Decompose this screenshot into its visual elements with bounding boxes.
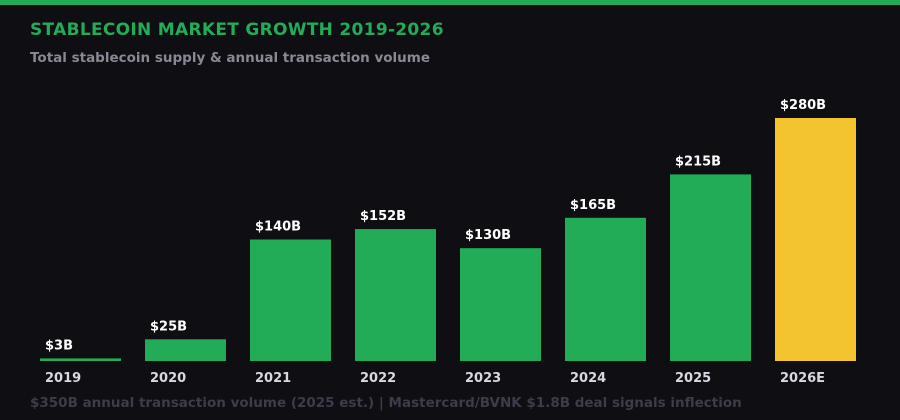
x-tick-label: 2021 [255, 371, 291, 386]
bar-2023 [460, 248, 541, 361]
data-label: $280B [780, 98, 826, 113]
top-accent-bar [0, 0, 900, 5]
x-tick-label: 2023 [465, 371, 501, 386]
data-label: $130B [465, 228, 511, 243]
x-tick-label: 2019 [45, 371, 81, 386]
x-tick-label: 2025 [675, 371, 711, 386]
x-tick-label: 2024 [570, 371, 606, 386]
bar-2026E [775, 118, 856, 361]
x-tick-label: 2022 [360, 371, 396, 386]
x-tick-label: 2020 [150, 371, 186, 386]
data-label: $25B [150, 319, 187, 334]
data-label: $140B [255, 220, 301, 235]
data-label: $165B [570, 198, 616, 213]
chart-subtitle: Total stablecoin supply & annual transac… [30, 50, 430, 66]
bar-2020 [145, 339, 226, 361]
bar-2021 [250, 239, 331, 361]
x-tick-label: 2026E [780, 371, 825, 386]
chart-title: STABLECOIN MARKET GROWTH 2019-2026 [30, 20, 444, 40]
data-label: $215B [675, 154, 721, 169]
data-label: $3B [45, 338, 73, 353]
bar-2024 [565, 217, 646, 361]
data-label: $152B [360, 209, 406, 224]
bar-2025 [670, 174, 751, 361]
chart-footnote: $350B annual transaction volume (2025 es… [30, 395, 742, 411]
bar-2019 [40, 358, 121, 361]
bar-2022 [355, 229, 436, 361]
